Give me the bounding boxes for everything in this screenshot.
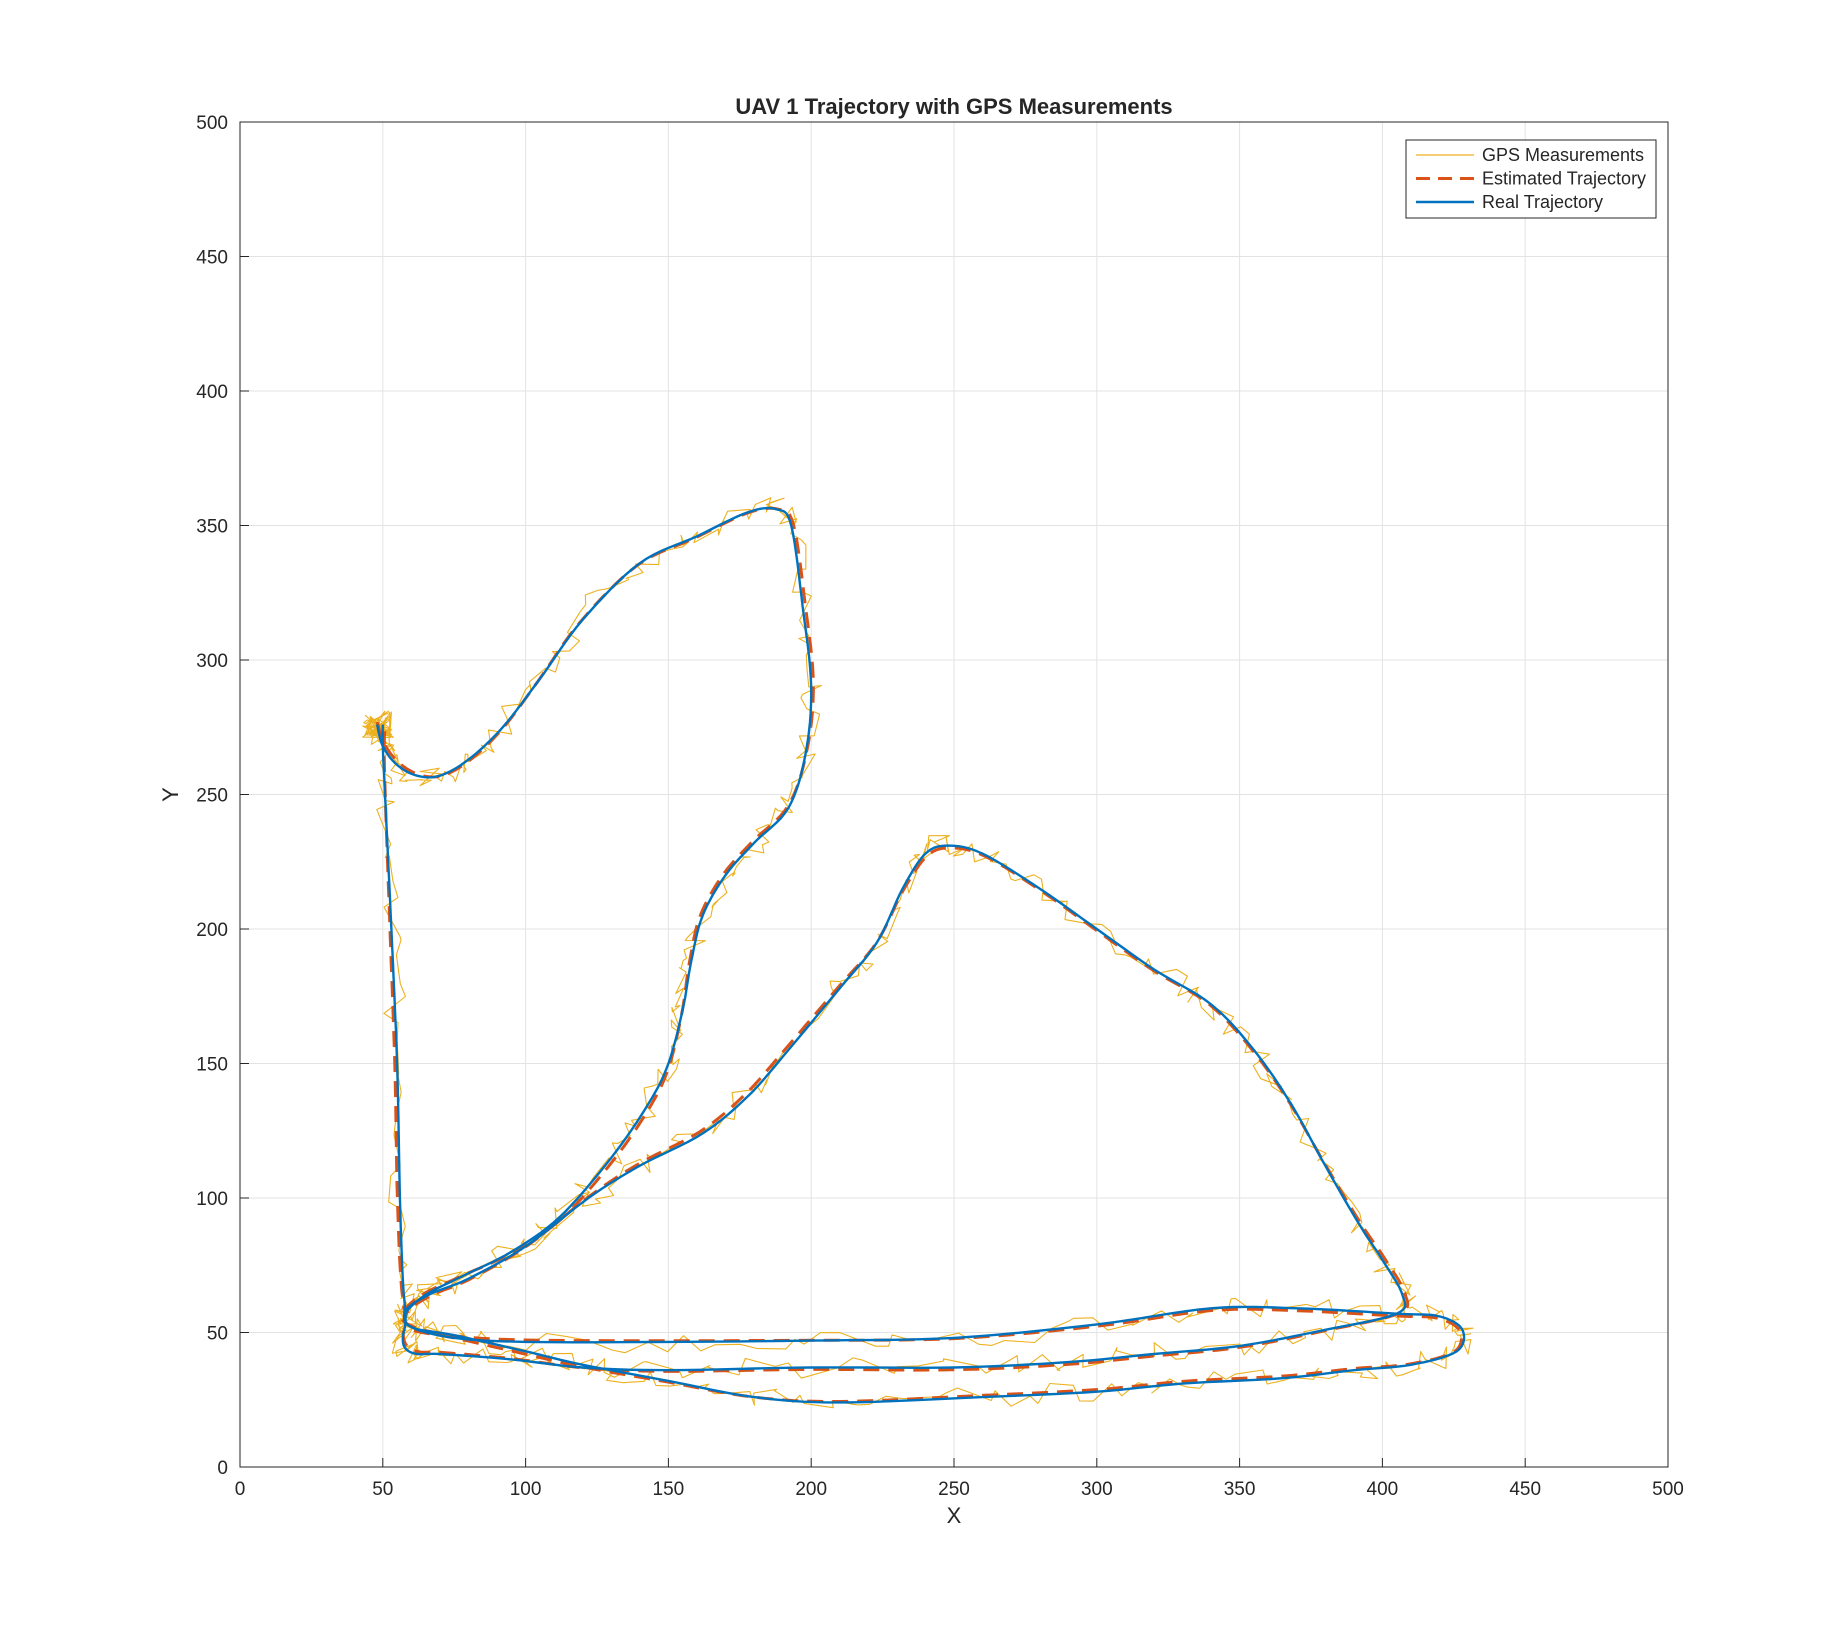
legend-label-real: Real Trajectory <box>1482 192 1603 212</box>
legend-label-estimated: Estimated Trajectory <box>1482 169 1646 189</box>
gps-measurement-line <box>362 497 1474 1409</box>
legend: GPS Measurements Estimated Trajectory Re… <box>1405 139 1657 219</box>
x-tick-label: 350 <box>1224 1479 1256 1500</box>
x-tick-label: 250 <box>938 1479 970 1500</box>
real-trajectory-line <box>375 506 1466 1404</box>
x-tick-label: 450 <box>1509 1479 1541 1500</box>
y-tick-label: 100 <box>196 1189 228 1210</box>
y-tick-label: 200 <box>196 920 228 941</box>
real-trajectory-series <box>375 506 1466 1404</box>
y-tick-label: 450 <box>196 248 228 269</box>
axis-ticks: 0 50 100 150 200 250 300 350 400 450 500 0 50 100 150 2… <box>196 113 1684 1500</box>
y-tick-label: 150 <box>196 1055 228 1076</box>
y-tick-label: 300 <box>196 651 228 672</box>
y-tick-label: 0 <box>217 1458 228 1479</box>
x-tick-label: 300 <box>1081 1479 1113 1500</box>
legend-label-gps: GPS Measurements <box>1482 145 1644 165</box>
x-tick-label: 100 <box>510 1479 542 1500</box>
chart-title: UAV 1 Trajectory with GPS Measurements <box>735 94 1172 119</box>
x-tick-label: 500 <box>1652 1479 1684 1500</box>
x-axis-label: X <box>947 1503 962 1528</box>
x-tick-label: 0 <box>235 1479 246 1500</box>
gps-measurements-series <box>362 497 1474 1409</box>
y-tick-label: 50 <box>207 1324 228 1345</box>
x-tick-label: 200 <box>795 1479 827 1500</box>
y-axis-label: Y <box>158 787 183 802</box>
y-tick-label: 350 <box>196 517 228 538</box>
y-tick-label: 400 <box>196 382 228 403</box>
y-tick-label: 250 <box>196 786 228 807</box>
x-tick-label: 400 <box>1367 1479 1399 1500</box>
x-tick-label: 150 <box>653 1479 685 1500</box>
y-tick-label: 500 <box>196 113 228 134</box>
x-tick-label: 50 <box>372 1479 393 1500</box>
